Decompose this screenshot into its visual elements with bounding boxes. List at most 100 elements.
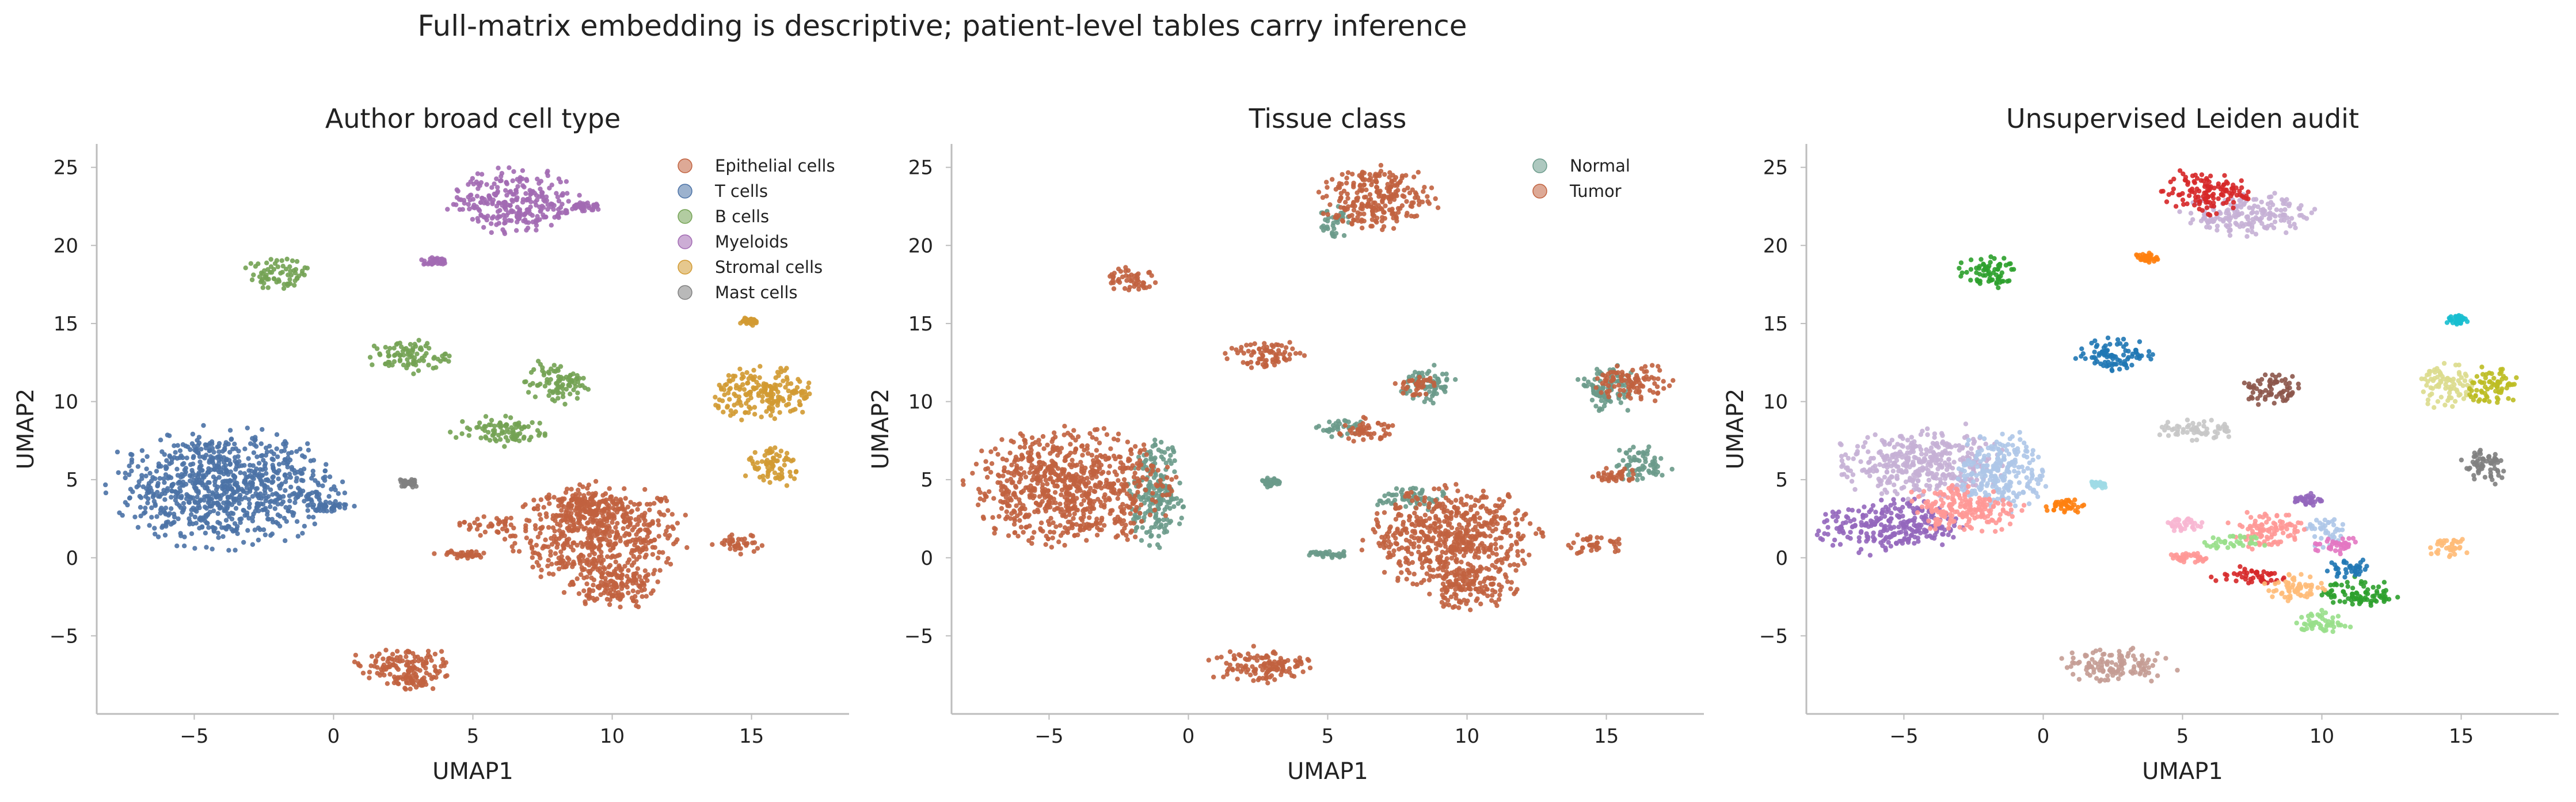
cluster-mark	[1814, 496, 1965, 558]
y-tick-label: 25	[908, 157, 933, 180]
legend-label: Mast cells	[715, 283, 798, 302]
y-tick-label: 0	[920, 547, 933, 570]
cluster-mark	[1307, 549, 1346, 560]
panel-1: Author broad cell type −5 0 5 10 15 −5 0 5 10 15 20…	[13, 103, 849, 785]
cluster-mark	[738, 316, 759, 328]
x-tick-label: 15	[1594, 725, 1619, 748]
series-12	[2467, 364, 2519, 405]
series-20	[2059, 645, 2180, 684]
cluster-mark	[391, 674, 436, 692]
y-axis-label: UMAP2	[1722, 389, 1749, 470]
x-tick-label: 5	[2177, 725, 2189, 748]
legend-marker	[678, 234, 692, 249]
cluster-mark	[445, 165, 584, 237]
cluster-mark	[1593, 363, 1676, 404]
cluster-mark	[960, 424, 1179, 550]
series-6	[2159, 168, 2286, 586]
series-18	[2313, 535, 2358, 557]
y-tick-label: 25	[1763, 157, 1788, 180]
x-tick-label: 0	[2037, 725, 2050, 748]
y-tick-label: 20	[1763, 234, 1788, 257]
legend: Epithelial cells T cells B cells Myeloids St…	[678, 156, 835, 302]
cluster-mark	[2242, 372, 2301, 407]
series-7	[1957, 254, 2400, 608]
legend: Normal Tumor	[1532, 156, 1630, 201]
cluster-mark	[1614, 444, 1675, 482]
cluster-mark	[448, 413, 547, 449]
cluster-mark	[2294, 607, 2353, 634]
cluster-mark	[561, 562, 660, 610]
cluster-mark	[1399, 363, 1458, 406]
y-tick-label: 15	[54, 313, 78, 336]
scatter-points	[960, 162, 1676, 686]
x-tick-label: 5	[1322, 725, 1334, 748]
y-tick-label: 20	[908, 234, 933, 257]
legend-label: T cells	[714, 181, 768, 201]
cluster-mark	[2044, 497, 2087, 515]
series-4	[419, 165, 601, 267]
legend-label: Stromal cells	[715, 257, 823, 277]
series-9	[2242, 372, 2301, 407]
legend-marker	[1532, 184, 1547, 199]
cluster-mark	[2157, 417, 2231, 443]
series-3	[243, 256, 591, 449]
cluster-mark	[2134, 250, 2160, 265]
cluster-mark	[2324, 557, 2369, 580]
y-tick-label: −5	[904, 625, 933, 648]
x-tick-label: −5	[180, 725, 208, 748]
legend-label: Tumor	[1569, 181, 1622, 201]
x-tick-label: −5	[1034, 725, 1063, 748]
x-tick-label: 10	[600, 725, 625, 748]
cluster-mark	[243, 256, 310, 291]
cluster-mark	[2166, 516, 2205, 533]
cluster-mark	[2262, 572, 2327, 603]
cluster-mark	[743, 445, 799, 488]
cluster-mark	[2313, 535, 2358, 557]
series-6	[398, 477, 419, 490]
panel-title: Author broad cell type	[325, 103, 621, 134]
series-10	[2157, 417, 2231, 443]
y-tick-label: 20	[54, 234, 78, 257]
series-5	[713, 316, 812, 488]
cluster-mark	[2319, 574, 2400, 608]
series-2	[103, 423, 357, 553]
y-tick-label: 5	[66, 469, 78, 492]
cluster-mark	[570, 200, 601, 214]
series-4	[1909, 483, 2307, 565]
cluster-mark	[1419, 559, 1520, 613]
cluster-mark	[1108, 265, 1158, 292]
cluster-mark	[1837, 421, 2005, 501]
panel-2: Tissue class −5 0 5 10 15 −5 0 5 10 15 20 25 UMAP1 UMA…	[867, 103, 1704, 785]
cluster-mark	[2073, 335, 2155, 374]
cluster-mark	[713, 364, 812, 423]
panel-title: Tissue class	[1249, 103, 1407, 134]
series-2	[960, 162, 1676, 686]
y-tick-label: 0	[66, 547, 78, 570]
legend-label: Normal	[1570, 156, 1630, 176]
series-15	[2089, 479, 2108, 491]
cluster-mark	[2089, 479, 2108, 491]
cluster-mark	[2202, 533, 2267, 551]
x-axis-label: UMAP1	[2142, 758, 2223, 785]
cluster-mark	[367, 337, 452, 377]
legend-marker	[678, 184, 692, 199]
series-13	[2444, 313, 2470, 327]
y-axis-label: UMAP2	[867, 389, 894, 470]
legend-label: B cells	[715, 207, 769, 226]
cluster-mark	[1337, 415, 1395, 444]
y-tick-label: 10	[54, 391, 78, 414]
y-tick-label: 25	[54, 157, 78, 180]
series-2	[1955, 429, 2346, 550]
cluster-mark	[2159, 168, 2251, 218]
cluster-mark	[710, 532, 765, 557]
series-17	[2202, 533, 2353, 634]
legend-marker	[678, 260, 692, 275]
series-16	[2262, 537, 2470, 603]
series-1	[1837, 191, 2318, 501]
y-axis-label: UMAP2	[13, 389, 39, 470]
scatter-points	[1814, 168, 2519, 684]
y-tick-label: 15	[1763, 313, 1788, 336]
cluster-mark	[432, 548, 486, 561]
x-axis-label: UMAP1	[1287, 758, 1368, 785]
scatter-points	[103, 165, 812, 692]
